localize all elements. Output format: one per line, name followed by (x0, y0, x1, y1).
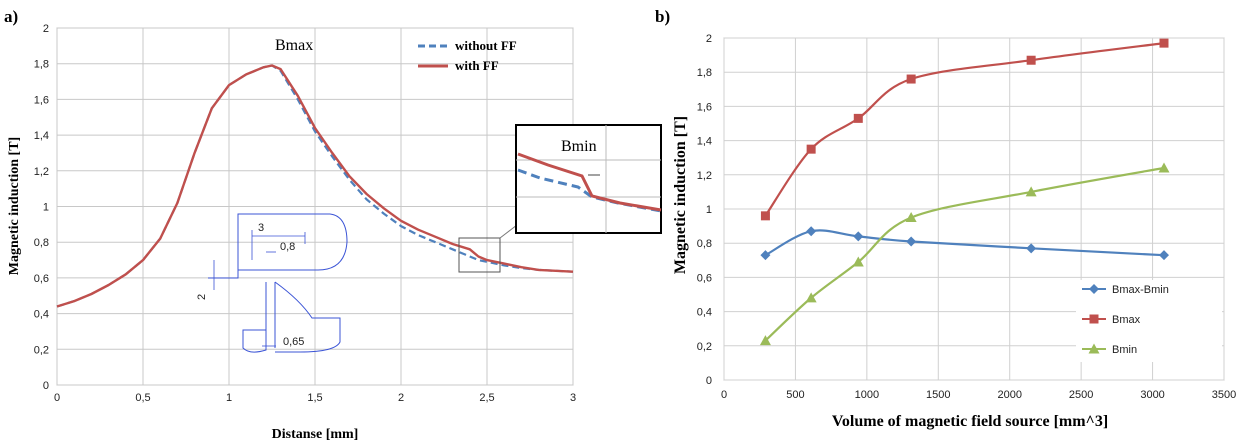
panel-label-a: a) (4, 7, 18, 26)
x-tick-label: 2500 (1069, 389, 1093, 401)
dimension-0-8: 0,8 (280, 241, 295, 253)
data-point-bmax-bmin (760, 250, 771, 261)
x-tick-label: 2 (398, 392, 404, 404)
data-point-bmin (1158, 162, 1170, 173)
y-tick-label: 1 (43, 202, 49, 214)
annotation-bmin: Bmin (561, 138, 597, 155)
data-point-bmax (1159, 38, 1169, 48)
geometry-sketch (208, 213, 348, 353)
y-tick-label: 1,2 (697, 170, 712, 182)
chart-b: b) 0 500 1000 1500 2000 2500 3000 3500 0 0,2 0,4 0,… (655, 7, 1236, 430)
legend-label-bmin: Bmin (1112, 344, 1137, 356)
series-line-without-ff (56, 64, 574, 308)
data-point-bmax (806, 144, 816, 154)
x-tick-label: 0,5 (135, 392, 150, 404)
y-tick-label: 0,2 (697, 341, 712, 353)
chart-a: a) 0 0,5 1 1,5 2 2,5 3 0 0,2 0,4 0,6 0,8 1 1,2 1,4 1,6 1… (4, 7, 662, 442)
legend-label-with-ff: with FF (455, 58, 499, 73)
zoom-connector (499, 224, 518, 239)
legend-label-bmax-bmin: Bmax-Bmin (1112, 284, 1169, 296)
x-tick-label: 1500 (926, 389, 950, 401)
y-tick-label: 1,8 (697, 67, 712, 79)
y-tick-label: 0,2 (34, 344, 49, 356)
x-tick-label: 2000 (997, 389, 1021, 401)
data-point-bmin (1025, 186, 1037, 197)
x-tick-label: 1 (226, 392, 232, 404)
y-tick-label: 1,8 (34, 59, 49, 71)
y-tick-label: 1,4 (34, 130, 49, 142)
legend-label-without-ff: without FF (455, 38, 517, 53)
x-tick-label: 1,5 (307, 392, 322, 404)
chart-b-xlabel: Volume of magnetic field source [mm^3] (832, 413, 1108, 430)
data-point-bmin (759, 335, 771, 346)
y-tick-label: 1 (706, 204, 712, 216)
data-point-bmax (853, 113, 863, 123)
y-tick-label: 0,6 (34, 273, 49, 285)
data-point-bmax-bmin (906, 236, 917, 247)
data-point-bmin (852, 256, 864, 267)
data-point-bmin (905, 212, 917, 223)
data-point-bmax-bmin (806, 226, 817, 237)
x-tick-label: 500 (786, 389, 804, 401)
y-tick-label: 2 (43, 23, 49, 35)
x-tick-label: 3500 (1212, 389, 1236, 401)
data-point-bmin (805, 292, 817, 303)
data-point-bmax (760, 211, 770, 221)
series-line-bmax (764, 42, 1165, 217)
data-point-bmax-bmin (853, 231, 864, 242)
chart-b-ylabel: Magnetic induction [T] (672, 116, 689, 274)
dimension-3: 3 (258, 222, 264, 234)
y-tick-label: 0,8 (34, 237, 49, 249)
x-tick-label: 0 (54, 392, 60, 404)
chart-a-ylabel: Magnetic induction [T] (7, 137, 22, 275)
zoom-inset: Bmin (515, 124, 662, 234)
x-tick-label: 1000 (855, 389, 879, 401)
x-tick-label: 2,5 (479, 392, 494, 404)
y-tick-label: 0,4 (697, 307, 712, 319)
panel-label-b: b) (655, 7, 670, 26)
y-tick-label: 2 (706, 33, 712, 45)
y-tick-label: 0 (706, 375, 712, 387)
x-tick-label: 3000 (1140, 389, 1164, 401)
y-tick-label: 0,6 (697, 272, 712, 284)
data-point-bmax-bmin (1159, 250, 1169, 261)
data-point-bmax (906, 74, 916, 84)
y-tick-label: 1,6 (34, 94, 49, 106)
legend-marker-bmax (1089, 314, 1099, 324)
chart-a-xlabel: Distanse [mm] (272, 427, 359, 442)
dimension-2: 2 (196, 294, 208, 300)
zoom-region-box (458, 237, 501, 273)
y-tick-label: 1,2 (34, 166, 49, 178)
legend-label-bmax: Bmax (1112, 314, 1141, 326)
x-tick-label: 0 (721, 389, 727, 401)
y-tick-label: 0,8 (697, 238, 712, 250)
series-line-with-ff (56, 64, 574, 308)
y-tick-label: 0 (43, 380, 49, 392)
y-tick-label: 1,4 (697, 136, 712, 148)
chart-a-legend: without FF with FF (418, 38, 517, 73)
legend-marker-bmin (1088, 343, 1100, 354)
legend-marker-bmax-bmin (1089, 284, 1099, 294)
x-tick-label: 3 (570, 392, 576, 404)
data-point-bmax-bmin (1026, 243, 1037, 254)
data-point-bmax (1026, 55, 1036, 65)
dimension-0-65: 0,65 (283, 336, 304, 348)
y-tick-label: 0,4 (34, 309, 49, 321)
y-tick-label: 1,6 (697, 101, 712, 113)
annotation-bmax: Bmax (275, 37, 313, 54)
